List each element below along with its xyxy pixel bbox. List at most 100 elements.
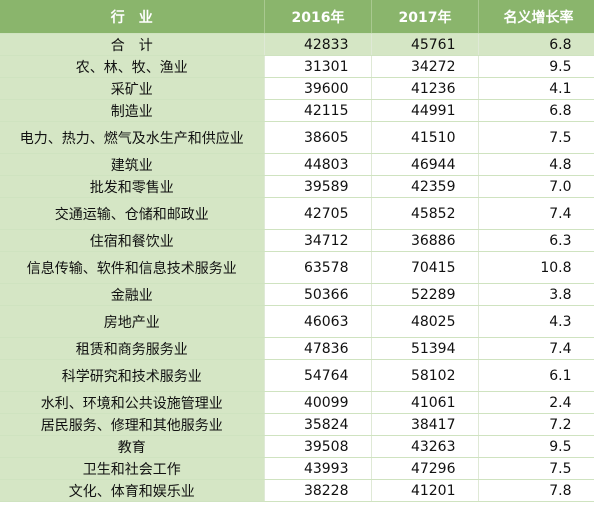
- value-2016-cell: 54764: [264, 359, 372, 392]
- table-row: 交通运输、仓储和邮政业 42705 45852 7.4: [0, 197, 594, 230]
- table-row: 房地产业 46063 48025 4.3: [0, 305, 594, 338]
- table-row: 制造业 42115 44991 6.8: [0, 99, 594, 122]
- growth-cell: 6.8: [478, 33, 594, 56]
- industry-cell: 金融业: [0, 283, 265, 306]
- growth-cell: 3.8: [478, 283, 594, 306]
- table-row: 住宿和餐饮业 34712 36886 6.3: [0, 229, 594, 252]
- table-row: 建筑业 44803 46944 4.8: [0, 153, 594, 176]
- table-row: 卫生和社会工作 43993 47296 7.5: [0, 457, 594, 480]
- value-2016-cell: 39508: [264, 435, 372, 458]
- value-2017-cell: 34272: [371, 55, 479, 78]
- industry-cell: 租赁和商务服务业: [0, 337, 265, 360]
- value-2017-cell: 36886: [371, 229, 479, 252]
- growth-cell: 6.1: [478, 359, 594, 392]
- table-row: 采矿业 39600 41236 4.1: [0, 77, 594, 100]
- value-2017-cell: 41236: [371, 77, 479, 100]
- value-2016-cell: 42705: [264, 197, 372, 230]
- value-2017-cell: 38417: [371, 413, 479, 436]
- table-body: 合 计 42833 45761 6.8 农、林、牧、渔业 31301 34272 9.5 采矿业…: [0, 33, 594, 502]
- table-row: 居民服务、修理和其他服务业 35824 38417 7.2: [0, 413, 594, 436]
- value-2017-cell: 41061: [371, 391, 479, 414]
- value-2016-cell: 44803: [264, 153, 372, 176]
- value-2017-cell: 43263: [371, 435, 479, 458]
- table-row: 水利、环境和公共设施管理业 40099 41061 2.4: [0, 391, 594, 414]
- table-row: 电力、热力、燃气及水生产和供应业 38605 41510 7.5: [0, 121, 594, 154]
- growth-cell: 6.8: [478, 99, 594, 122]
- industry-cell: 农、林、牧、渔业: [0, 55, 265, 78]
- value-2017-cell: 58102: [371, 359, 479, 392]
- growth-cell: 7.5: [478, 121, 594, 154]
- growth-cell: 4.3: [478, 305, 594, 338]
- table-row: 教育 39508 43263 9.5: [0, 435, 594, 458]
- growth-cell: 9.5: [478, 55, 594, 78]
- industry-cell: 卫生和社会工作: [0, 457, 265, 480]
- industry-cell: 合 计: [0, 33, 265, 56]
- value-2017-cell: 46944: [371, 153, 479, 176]
- growth-cell: 7.2: [478, 413, 594, 436]
- table-row: 文化、体育和娱乐业 38228 41201 7.8: [0, 479, 594, 502]
- growth-cell: 4.8: [478, 153, 594, 176]
- value-2017-cell: 41201: [371, 479, 479, 502]
- growth-cell: 7.0: [478, 175, 594, 198]
- growth-cell: 10.8: [478, 251, 594, 284]
- growth-cell: 7.4: [478, 337, 594, 360]
- industry-cell: 文化、体育和娱乐业: [0, 479, 265, 502]
- header-row: 行 业 2016年 2017年 名义增长率: [0, 0, 594, 34]
- industry-cell: 信息传输、软件和信息技术服务业: [0, 251, 265, 284]
- value-2016-cell: 42115: [264, 99, 372, 122]
- value-2016-cell: 38228: [264, 479, 372, 502]
- growth-cell: 9.5: [478, 435, 594, 458]
- value-2017-cell: 41510: [371, 121, 479, 154]
- industry-cell: 建筑业: [0, 153, 265, 176]
- value-2016-cell: 47836: [264, 337, 372, 360]
- table-row: 农、林、牧、渔业 31301 34272 9.5: [0, 55, 594, 78]
- industry-cell: 批发和零售业: [0, 175, 265, 198]
- value-2017-cell: 51394: [371, 337, 479, 360]
- value-2016-cell: 40099: [264, 391, 372, 414]
- growth-cell: 6.3: [478, 229, 594, 252]
- value-2016-cell: 38605: [264, 121, 372, 154]
- industry-cell: 采矿业: [0, 77, 265, 100]
- growth-cell: 7.5: [478, 457, 594, 480]
- table-row: 科学研究和技术服务业 54764 58102 6.1: [0, 359, 594, 392]
- value-2016-cell: 34712: [264, 229, 372, 252]
- value-2016-cell: 42833: [264, 33, 372, 56]
- value-2017-cell: 44991: [371, 99, 479, 122]
- value-2017-cell: 48025: [371, 305, 479, 338]
- industry-cell: 房地产业: [0, 305, 265, 338]
- value-2016-cell: 63578: [264, 251, 372, 284]
- industry-cell: 住宿和餐饮业: [0, 229, 265, 252]
- header-industry: 行 业: [0, 0, 265, 34]
- table-row: 租赁和商务服务业 47836 51394 7.4: [0, 337, 594, 360]
- industry-cell: 电力、热力、燃气及水生产和供应业: [0, 121, 265, 154]
- growth-cell: 4.1: [478, 77, 594, 100]
- growth-cell: 2.4: [478, 391, 594, 414]
- header-growth: 名义增长率: [478, 0, 594, 34]
- table-row: 批发和零售业 39589 42359 7.0: [0, 175, 594, 198]
- table-row: 金融业 50366 52289 3.8: [0, 283, 594, 306]
- industry-cell: 水利、环境和公共设施管理业: [0, 391, 265, 414]
- value-2016-cell: 35824: [264, 413, 372, 436]
- value-2017-cell: 45761: [371, 33, 479, 56]
- table-row: 信息传输、软件和信息技术服务业 63578 70415 10.8: [0, 251, 594, 284]
- value-2016-cell: 39589: [264, 175, 372, 198]
- value-2017-cell: 42359: [371, 175, 479, 198]
- value-2017-cell: 47296: [371, 457, 479, 480]
- header-2016: 2016年: [264, 0, 372, 34]
- value-2017-cell: 45852: [371, 197, 479, 230]
- industry-cell: 制造业: [0, 99, 265, 122]
- value-2017-cell: 70415: [371, 251, 479, 284]
- value-2016-cell: 31301: [264, 55, 372, 78]
- value-2017-cell: 52289: [371, 283, 479, 306]
- value-2016-cell: 39600: [264, 77, 372, 100]
- growth-cell: 7.8: [478, 479, 594, 502]
- value-2016-cell: 50366: [264, 283, 372, 306]
- industry-cell: 教育: [0, 435, 265, 458]
- industry-cell: 科学研究和技术服务业: [0, 359, 265, 392]
- value-2016-cell: 43993: [264, 457, 372, 480]
- total-row: 合 计 42833 45761 6.8: [0, 33, 594, 56]
- header-2017: 2017年: [371, 0, 479, 34]
- industry-cell: 交通运输、仓储和邮政业: [0, 197, 265, 230]
- growth-cell: 7.4: [478, 197, 594, 230]
